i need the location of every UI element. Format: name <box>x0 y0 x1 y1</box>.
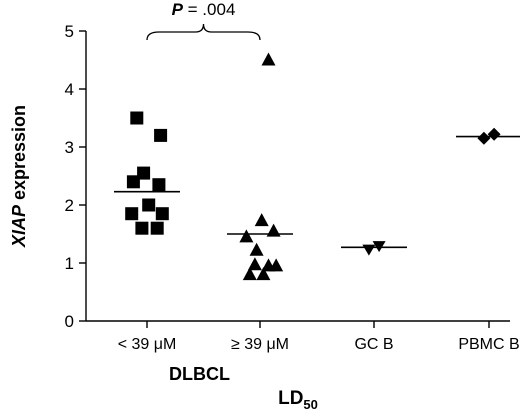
chart-texts: 0 1 2 3 4 5 < 39 μM ≥ 39 μM GC B PBMC B DLBCL LD50 X… <box>9 0 520 411</box>
data-point-square <box>126 175 140 189</box>
data-point-square <box>125 207 139 221</box>
y-tick-label: 5 <box>65 22 74 41</box>
data-marks <box>114 23 520 281</box>
significance-bracket <box>146 23 261 41</box>
x-category-label: < 39 μM <box>118 336 177 353</box>
x-category-label: GC B <box>354 336 393 353</box>
data-point-triangle-down <box>362 244 376 256</box>
data-point-diamond <box>477 131 491 145</box>
data-point-square <box>135 221 149 235</box>
x-axis-label-main: LD <box>278 388 303 409</box>
data-point-triangle-up <box>254 213 269 227</box>
data-point-square <box>155 207 169 221</box>
x-axis-label: LD50 <box>278 388 318 411</box>
p-value-text: = .004 <box>183 0 235 19</box>
y-tick-label: 0 <box>65 312 74 331</box>
data-point-triangle-up <box>256 267 271 281</box>
x-category-label: PBMC B <box>458 336 519 353</box>
y-tick-label: 4 <box>65 80 74 99</box>
data-point-triangle-up <box>261 52 276 66</box>
x-axis-label-subscript: 50 <box>303 397 317 411</box>
p-value-label: P = .004 <box>172 0 236 19</box>
data-point-triangle-up <box>249 242 264 256</box>
data-point-square <box>150 221 164 235</box>
y-axis-label: XIAP expression <box>9 105 29 248</box>
y-axis-label-rest: expression <box>9 105 29 205</box>
data-point-diamond <box>487 127 501 141</box>
data-point-square <box>130 111 144 125</box>
data-point-square <box>142 198 156 212</box>
axes <box>79 30 510 328</box>
y-tick-label: 1 <box>65 254 74 273</box>
y-tick-label: 2 <box>65 196 74 215</box>
data-point-triangle-up <box>239 229 254 243</box>
data-point-square <box>154 128 168 142</box>
data-point-triangle-up <box>247 257 262 271</box>
group-label-dlbcl: DLBCL <box>169 364 230 384</box>
data-point-triangle-up <box>269 258 284 272</box>
data-point-triangle-up <box>242 267 257 281</box>
y-axis-label-gene: XIAP <box>9 204 29 248</box>
data-point-square <box>152 178 166 192</box>
data-point-square <box>137 166 151 180</box>
p-value-symbol: P <box>172 0 184 19</box>
x-category-label: ≥ 39 μM <box>231 336 289 353</box>
y-tick-label: 3 <box>65 138 74 157</box>
